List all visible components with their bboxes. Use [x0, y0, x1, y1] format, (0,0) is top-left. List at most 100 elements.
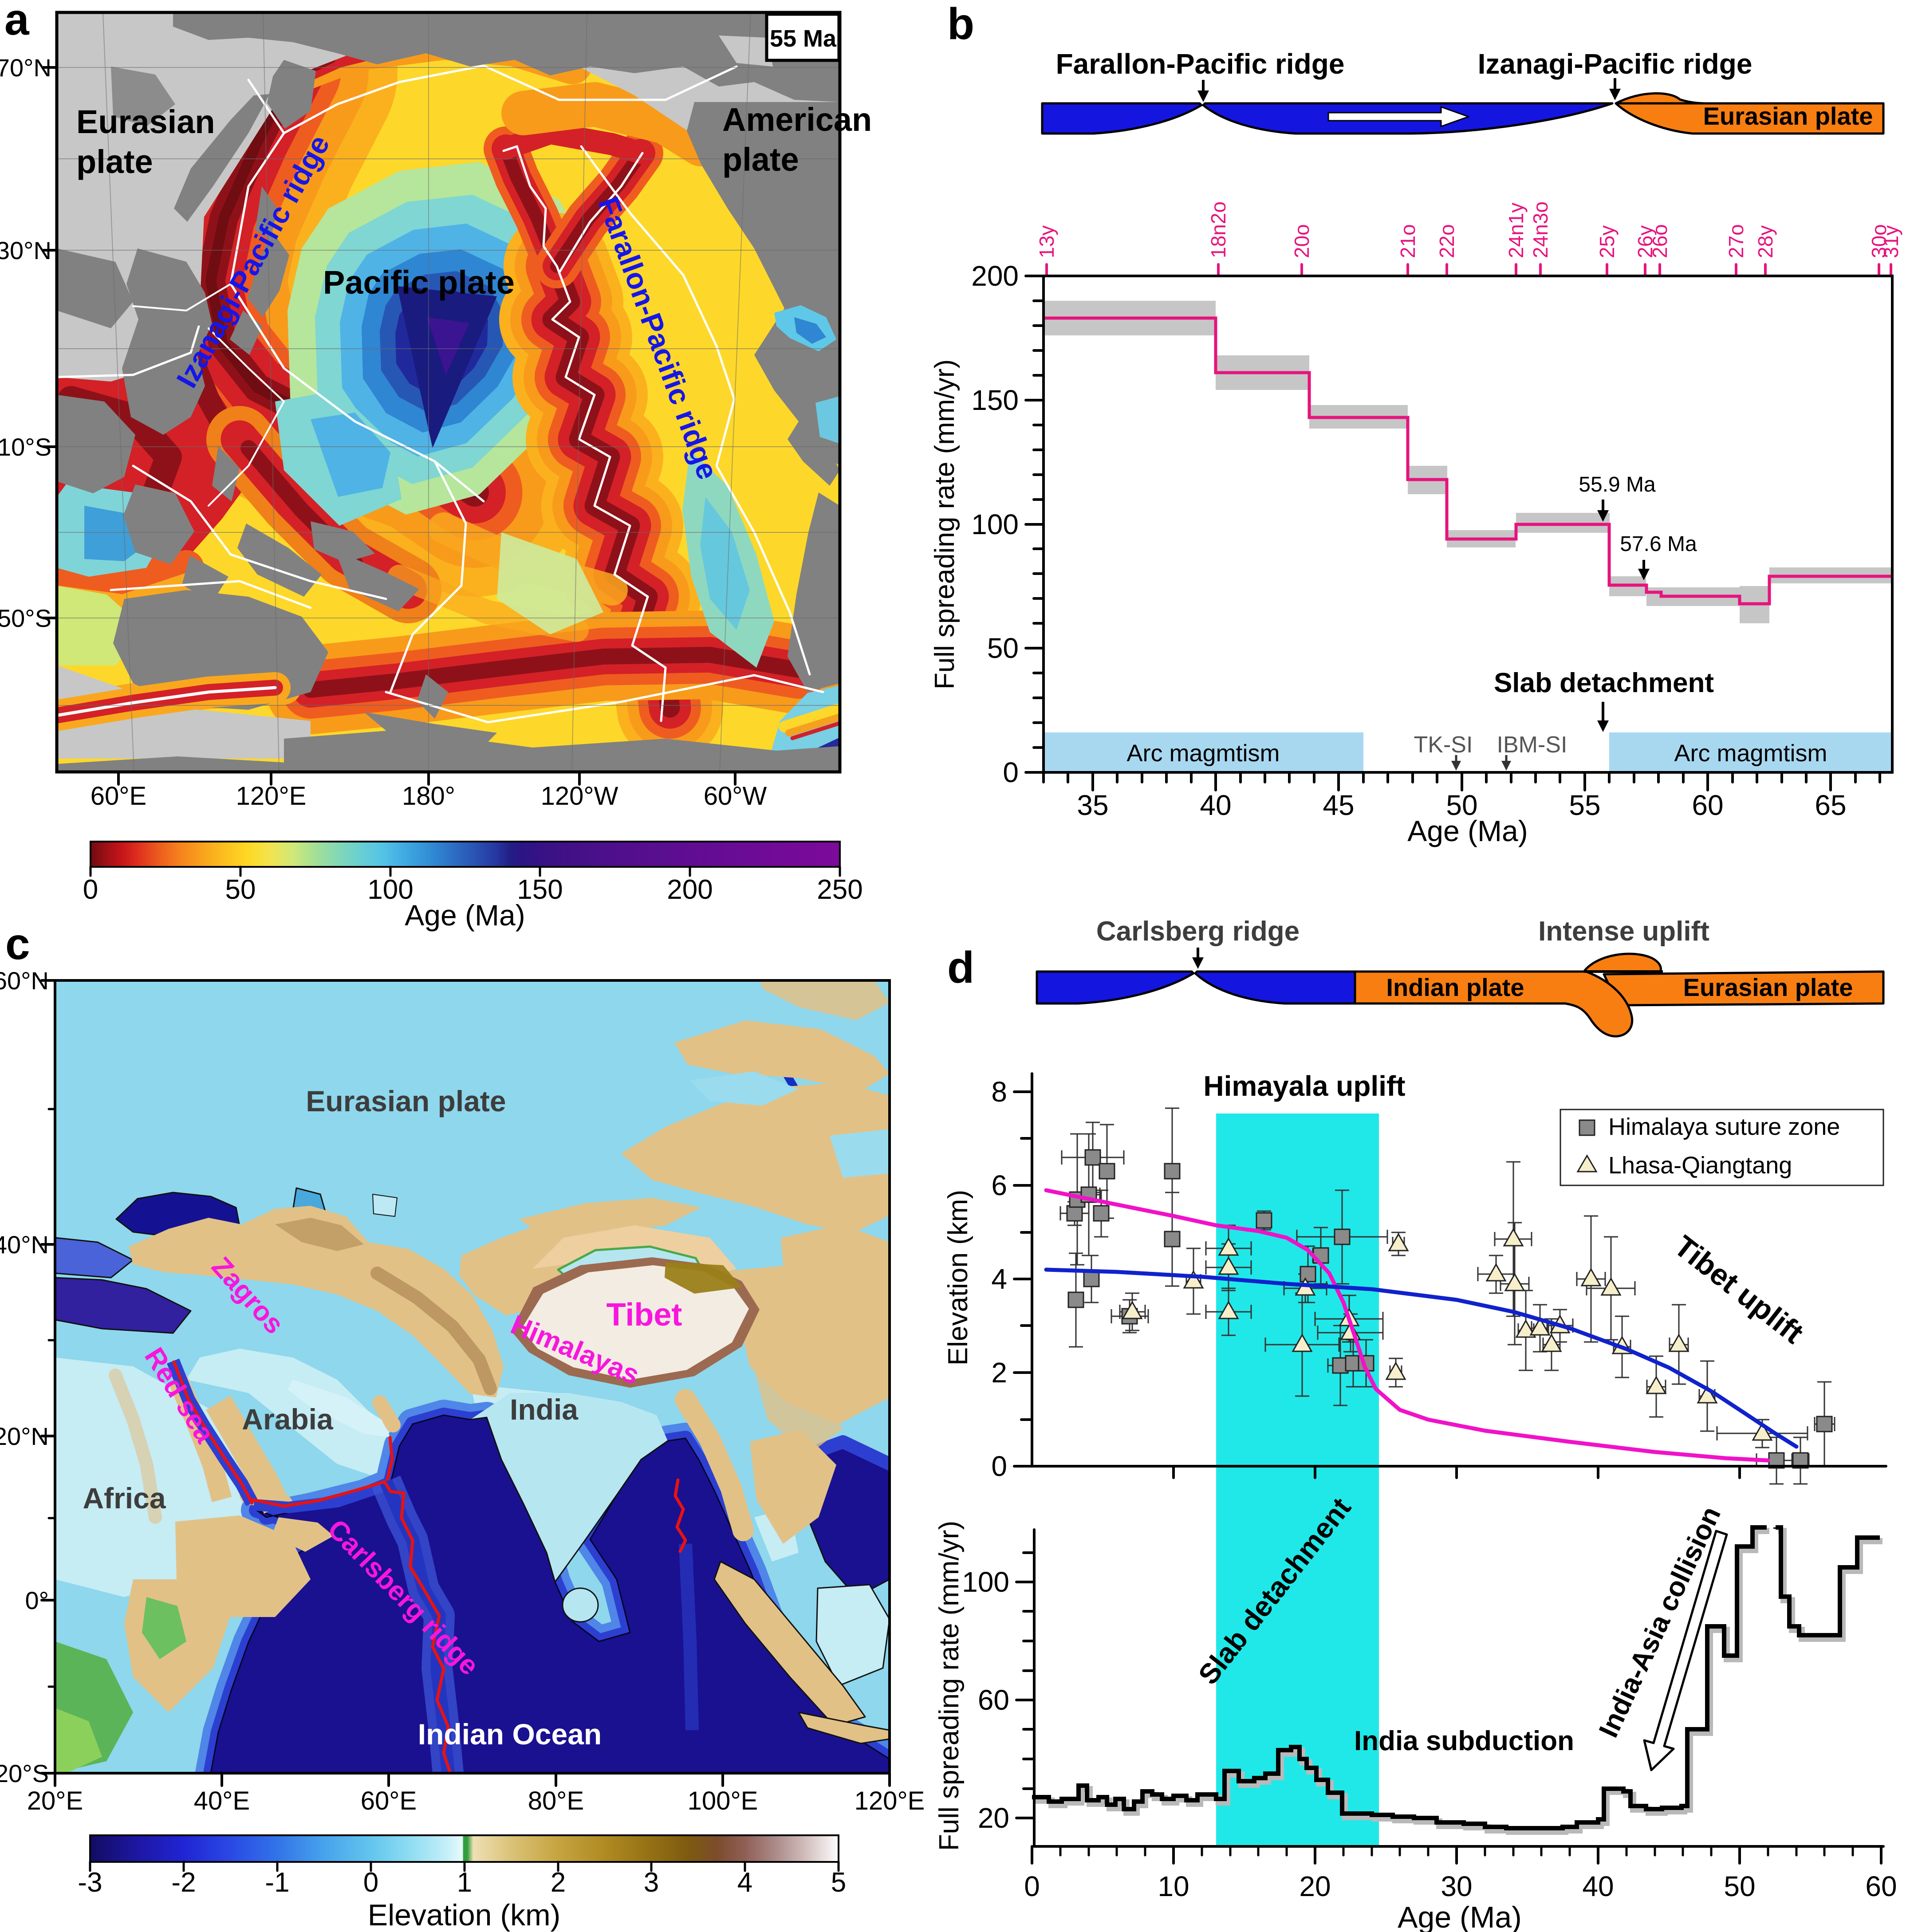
svg-text:120°E: 120°E	[236, 782, 307, 811]
svg-text:India subduction: India subduction	[1354, 1726, 1574, 1756]
svg-text:Tibet: Tibet	[606, 1297, 682, 1333]
svg-text:Carlsberg ridge: Carlsberg ridge	[1096, 916, 1300, 947]
svg-text:60°N: 60°N	[0, 967, 49, 995]
svg-text:30o: 30o	[1867, 224, 1890, 258]
svg-text:20°N: 20°N	[0, 1422, 49, 1450]
svg-text:Age (Ma): Age (Ma)	[405, 899, 525, 932]
svg-text:13y: 13y	[1035, 225, 1058, 258]
svg-text:Eurasian plate: Eurasian plate	[1703, 102, 1873, 130]
svg-text:2: 2	[991, 1357, 1007, 1389]
svg-text:30°N: 30°N	[0, 236, 51, 264]
svg-text:American: American	[722, 101, 872, 138]
svg-text:120°E: 120°E	[855, 1786, 925, 1815]
svg-text:40°N: 40°N	[0, 1231, 49, 1259]
svg-text:3: 3	[644, 1867, 659, 1898]
svg-text:Himayala uplift: Himayala uplift	[1203, 1070, 1405, 1102]
svg-text:25y: 25y	[1595, 225, 1619, 258]
svg-text:45: 45	[1323, 789, 1354, 821]
svg-text:TK-SI: TK-SI	[1414, 732, 1473, 758]
svg-text:2: 2	[551, 1867, 566, 1898]
svg-text:Full spreading rate (mm/yr): Full spreading rate (mm/yr)	[929, 359, 960, 689]
svg-text:Arabia: Arabia	[242, 1403, 334, 1436]
svg-text:18n2o: 18n2o	[1207, 201, 1230, 258]
svg-text:50: 50	[225, 874, 256, 905]
svg-text:150: 150	[971, 384, 1019, 416]
svg-text:4: 4	[737, 1867, 752, 1898]
svg-text:50: 50	[1724, 1870, 1755, 1902]
svg-text:26y: 26y	[1634, 225, 1657, 258]
svg-text:-1: -1	[265, 1867, 289, 1898]
svg-text:100°E: 100°E	[688, 1786, 758, 1815]
svg-text:24n3o: 24n3o	[1529, 201, 1552, 258]
svg-text:55.9 Ma: 55.9 Ma	[1579, 473, 1656, 496]
svg-text:0: 0	[363, 1867, 378, 1898]
svg-text:6: 6	[991, 1169, 1007, 1201]
svg-text:Eurasian: Eurasian	[76, 103, 215, 140]
svg-text:0: 0	[83, 874, 98, 905]
svg-text:Slab detachment: Slab detachment	[1494, 668, 1714, 698]
svg-text:50: 50	[1446, 789, 1477, 821]
svg-text:35: 35	[1077, 789, 1108, 821]
svg-text:100: 100	[367, 874, 413, 905]
svg-text:Arc magmtism: Arc magmtism	[1674, 740, 1827, 767]
svg-text:Pacific plate: Pacific plate	[323, 264, 515, 301]
svg-text:Elevation (km): Elevation (km)	[943, 1190, 973, 1365]
svg-text:-3: -3	[78, 1867, 102, 1898]
svg-text:IBM-SI: IBM-SI	[1497, 732, 1567, 758]
svg-text:20°S: 20°S	[0, 1759, 49, 1787]
svg-text:0: 0	[1003, 756, 1019, 788]
svg-text:22o: 22o	[1435, 224, 1458, 258]
svg-text:10: 10	[1158, 1870, 1189, 1902]
svg-text:a: a	[4, 0, 30, 44]
svg-text:Farallon-Pacific ridge: Farallon-Pacific ridge	[1056, 48, 1345, 80]
svg-text:Lhasa-Qiangtang: Lhasa-Qiangtang	[1608, 1152, 1792, 1179]
svg-text:40: 40	[1200, 789, 1231, 821]
svg-text:70°N: 70°N	[0, 54, 51, 82]
svg-text:20: 20	[1299, 1870, 1331, 1902]
svg-text:120°W: 120°W	[541, 782, 618, 811]
svg-text:India: India	[510, 1393, 579, 1426]
svg-text:0°: 0°	[25, 1586, 49, 1614]
svg-text:4: 4	[991, 1263, 1007, 1295]
svg-text:100: 100	[971, 508, 1019, 540]
svg-text:60°E: 60°E	[91, 782, 146, 811]
svg-text:60: 60	[1865, 1870, 1897, 1902]
svg-text:Eurasian plate: Eurasian plate	[306, 1085, 506, 1117]
svg-text:b: b	[947, 0, 974, 49]
svg-text:24n1y: 24n1y	[1504, 203, 1528, 258]
svg-text:150: 150	[517, 874, 563, 905]
svg-text:27o: 27o	[1725, 224, 1748, 258]
svg-text:20°E: 20°E	[27, 1786, 83, 1815]
svg-text:50°S: 50°S	[0, 604, 51, 632]
svg-text:0: 0	[991, 1450, 1007, 1482]
svg-text:0: 0	[1024, 1870, 1040, 1902]
svg-text:20o: 20o	[1290, 224, 1313, 258]
svg-text:40°E: 40°E	[194, 1786, 250, 1815]
svg-text:28y: 28y	[1754, 225, 1777, 258]
svg-text:Arc magmtism: Arc magmtism	[1126, 740, 1280, 767]
svg-text:55 Ma: 55 Ma	[770, 25, 837, 52]
svg-text:c: c	[5, 919, 30, 969]
svg-text:50: 50	[987, 632, 1019, 664]
svg-text:Izanagi-Pacific ridge: Izanagi-Pacific ridge	[1478, 48, 1753, 80]
svg-text:Full spreading rate (mm/yr): Full spreading rate (mm/yr)	[934, 1521, 965, 1851]
svg-text:60: 60	[1692, 789, 1723, 821]
svg-text:Africa: Africa	[83, 1482, 166, 1515]
svg-text:20: 20	[978, 1802, 1009, 1834]
svg-text:55: 55	[1569, 789, 1600, 821]
svg-text:Intense uplift: Intense uplift	[1538, 916, 1709, 947]
svg-text:200: 200	[971, 260, 1019, 292]
svg-text:21o: 21o	[1396, 224, 1419, 258]
svg-text:5: 5	[831, 1867, 846, 1898]
svg-text:10°S: 10°S	[0, 433, 51, 461]
svg-text:60: 60	[978, 1684, 1009, 1716]
svg-text:Eurasian plate: Eurasian plate	[1683, 973, 1853, 1001]
svg-text:200: 200	[667, 874, 713, 905]
svg-text:plate: plate	[76, 143, 153, 180]
svg-text:250: 250	[817, 874, 862, 905]
svg-text:180°: 180°	[402, 782, 455, 811]
svg-text:1: 1	[457, 1867, 472, 1898]
svg-text:Age (Ma): Age (Ma)	[1407, 815, 1528, 847]
svg-text:31y: 31y	[1879, 225, 1902, 258]
svg-text:8: 8	[991, 1076, 1007, 1108]
